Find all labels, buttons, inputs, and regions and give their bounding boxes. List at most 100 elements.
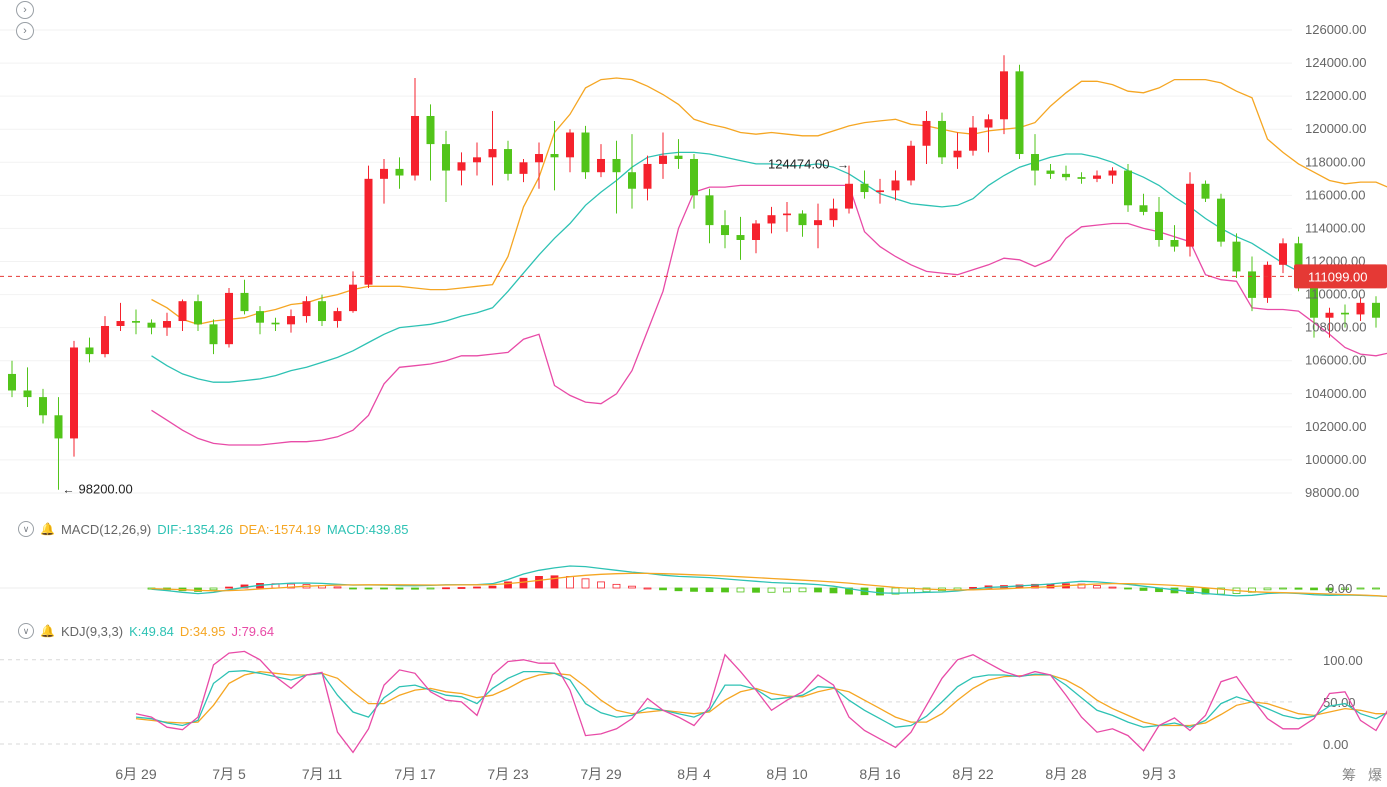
chevron-down-circle-icon[interactable]: ∨ bbox=[18, 521, 34, 537]
candle-down bbox=[1046, 170, 1055, 174]
candle-up bbox=[1356, 302, 1365, 315]
bb-middle-line bbox=[151, 151, 1387, 383]
candle-up bbox=[333, 311, 342, 322]
macd-histogram-bar bbox=[1139, 587, 1148, 591]
candle-up bbox=[783, 213, 791, 216]
candle-down bbox=[550, 154, 559, 158]
kdj-title: KDJ(9,3,3) bbox=[60, 623, 124, 639]
candle-down bbox=[1077, 177, 1086, 179]
candle-up bbox=[380, 168, 388, 179]
date-tick-label: 7月 5 bbox=[212, 766, 246, 782]
candle-down bbox=[938, 120, 946, 158]
macd-histogram-bar bbox=[783, 587, 791, 593]
candle-up bbox=[1263, 264, 1272, 298]
macd-histogram-bar bbox=[457, 587, 466, 589]
chevron-right-circle-icon[interactable]: › bbox=[16, 1, 34, 19]
macd-histogram-bar bbox=[1294, 587, 1303, 590]
bell-icon[interactable]: 🔔 bbox=[40, 624, 55, 638]
candle-up bbox=[659, 155, 667, 164]
macd-histogram-bar bbox=[876, 587, 884, 596]
candle-down bbox=[504, 149, 512, 174]
candle-up bbox=[829, 208, 838, 221]
candle-down bbox=[798, 213, 807, 226]
candle-down bbox=[736, 235, 745, 241]
candle-down bbox=[240, 292, 249, 312]
macd-histogram-bar bbox=[674, 587, 683, 592]
bb-upper-line bbox=[151, 77, 1387, 325]
candle-up bbox=[814, 220, 822, 226]
kdj-k-value: K:49.84 bbox=[129, 623, 174, 639]
macd-histogram-bar bbox=[411, 587, 419, 590]
macd-histogram-bar bbox=[597, 581, 605, 589]
candle-down bbox=[628, 172, 636, 189]
grid bbox=[0, 29, 1292, 494]
candle-up bbox=[116, 321, 125, 326]
macd-histogram-bar bbox=[1341, 587, 1349, 590]
low-price-label: 98200.00 bbox=[79, 482, 133, 497]
chevron-right-circle-icon[interactable]: › bbox=[16, 22, 34, 40]
bb-lower-line bbox=[151, 184, 1387, 446]
candle-down bbox=[1062, 173, 1070, 178]
candle-up bbox=[1093, 175, 1101, 179]
macd-histogram-bar bbox=[690, 587, 698, 592]
bollinger-bands bbox=[151, 77, 1387, 446]
candle-down bbox=[209, 324, 218, 345]
macd-header: ∨ 🔔 MACD(12,26,9) DIF:-1354.26 DEA:-1574… bbox=[18, 520, 408, 538]
macd-zero-label: 0.00 bbox=[1327, 581, 1352, 596]
candle-down bbox=[318, 301, 326, 322]
kdj-j-value: J:79.64 bbox=[231, 623, 275, 639]
macd-histogram-bar bbox=[767, 587, 776, 593]
price-tick-label: 126000.00 bbox=[1305, 22, 1366, 37]
annotations: 124474.00 → ← 98200.00 111099.00 0.00 bbox=[63, 157, 1387, 596]
candle-up bbox=[287, 316, 295, 325]
high-arrow: → bbox=[837, 158, 849, 172]
candle-down bbox=[1341, 312, 1349, 315]
candle-down bbox=[395, 168, 404, 176]
macd-histogram-bar bbox=[349, 587, 357, 590]
macd-histogram-bar bbox=[1356, 587, 1365, 590]
candle-up bbox=[953, 150, 962, 158]
bell-icon[interactable]: 🔔 bbox=[40, 522, 55, 536]
price-tick-label: 124000.00 bbox=[1305, 55, 1366, 70]
candle-up bbox=[302, 301, 311, 317]
macd-histogram-bar bbox=[1093, 585, 1101, 589]
chevron-down-circle-icon[interactable]: ∨ bbox=[18, 623, 34, 639]
price-tick-label: 116000.00 bbox=[1305, 187, 1366, 202]
candle-up bbox=[1279, 243, 1287, 265]
candle-up bbox=[984, 119, 993, 128]
macd-dea-line bbox=[151, 572, 1387, 598]
date-tick-label: 9月 3 bbox=[1142, 766, 1176, 782]
candle-down bbox=[1124, 170, 1132, 206]
price-tick-label: 114000.00 bbox=[1305, 220, 1366, 235]
macd-histogram-bar bbox=[287, 583, 295, 589]
candle-up bbox=[488, 149, 497, 158]
candle-up bbox=[457, 162, 466, 171]
candle-down bbox=[1139, 205, 1148, 212]
candle-up bbox=[101, 325, 109, 355]
macd-histogram-bar bbox=[752, 587, 760, 593]
macd-histogram-bar bbox=[395, 587, 404, 590]
chip-distribution-button[interactable]: 筹 bbox=[1342, 767, 1356, 783]
macd-histogram-bar bbox=[1263, 587, 1272, 591]
date-tick-label: 8月 10 bbox=[766, 766, 807, 782]
candle-up bbox=[411, 115, 419, 176]
macd-histogram-bar bbox=[380, 587, 388, 590]
liquidation-button[interactable]: 爆 bbox=[1368, 767, 1382, 783]
price-tick-label: 118000.00 bbox=[1305, 154, 1366, 169]
price-tick-label: 106000.00 bbox=[1305, 353, 1366, 368]
candle-up bbox=[1325, 312, 1334, 318]
candle-up bbox=[364, 178, 373, 285]
candle-up bbox=[643, 163, 652, 189]
macd-histogram-bar bbox=[581, 578, 590, 589]
candle-down bbox=[1294, 243, 1303, 285]
candle-down bbox=[132, 321, 140, 323]
macd-histogram-bar bbox=[829, 587, 838, 594]
current-price-label: 111099.00 bbox=[1308, 269, 1368, 284]
macd-histogram-bar bbox=[473, 586, 481, 589]
macd-dea-value: DEA:-1574.19 bbox=[239, 521, 321, 537]
candle-up bbox=[349, 284, 357, 312]
macd-histogram-bar bbox=[798, 587, 807, 593]
macd-histogram-bar bbox=[1325, 587, 1334, 591]
price-tick-label: 108000.00 bbox=[1305, 320, 1366, 335]
